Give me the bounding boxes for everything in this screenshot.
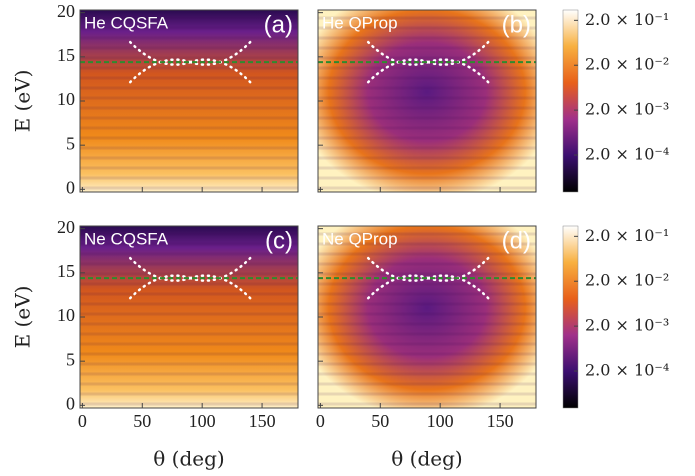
colorbar-tick-label: 2.0 × 10⁻³ [585,316,669,335]
x-axis-label: θ (deg) [391,447,462,471]
panel-label: (a) [264,11,293,38]
y-axis-label: E (eV) [11,286,35,349]
colorbar-tick-label: 2.0 × 10⁻² [585,271,669,290]
panel-label: (b) [502,11,531,38]
y-axis-label: E (eV) [11,70,35,133]
y-tick-label: 15 [57,45,75,65]
colorbar-tick-label: 2.0 × 10⁻² [585,55,669,74]
x-tick-label: 150 [249,411,276,431]
y-tick-label: 20 [57,1,75,21]
y-tick-label: 0 [66,177,75,197]
heatmap-image [318,10,536,192]
colorbar-tick-label: 2.0 × 10⁻⁴ [585,145,669,164]
x-tick-label: 50 [133,411,151,431]
colorbar-tick-label: 2.0 × 10⁻³ [585,100,669,119]
panel-label: (c) [265,227,293,254]
y-tick-label: 10 [57,305,75,325]
heatmap-image [80,226,298,408]
x-axis-label: θ (deg) [153,447,224,471]
x-tick-label: 0 [78,411,87,431]
x-tick-label: 50 [371,411,389,431]
x-tick-label: 100 [189,411,216,431]
colorbar [562,9,579,193]
x-tick-label: 0 [316,411,325,431]
heatmap-image [80,10,298,192]
y-tick-label: 5 [66,349,75,369]
heatmap-image [318,226,536,408]
colorbar-tick-label: 2.0 × 10⁻⁴ [585,361,669,380]
y-tick-label: 0 [66,393,75,413]
colorbar-tick-label: 2.0 × 10⁻¹ [585,226,669,245]
y-tick-label: 15 [57,261,75,281]
y-tick-label: 20 [57,217,75,237]
x-tick-label: 150 [487,411,514,431]
y-tick-label: 10 [57,89,75,109]
panel-title: He QProp [322,13,398,32]
x-tick-label: 100 [427,411,454,431]
panel-title: He CQSFA [84,13,169,32]
panel-title: Ne CQSFA [84,229,169,248]
panel-label: (d) [502,227,531,254]
colorbar-tick-label: 2.0 × 10⁻¹ [585,10,669,29]
panel-title: Ne QProp [322,229,398,248]
colorbar [562,225,579,409]
y-tick-label: 5 [66,133,75,153]
